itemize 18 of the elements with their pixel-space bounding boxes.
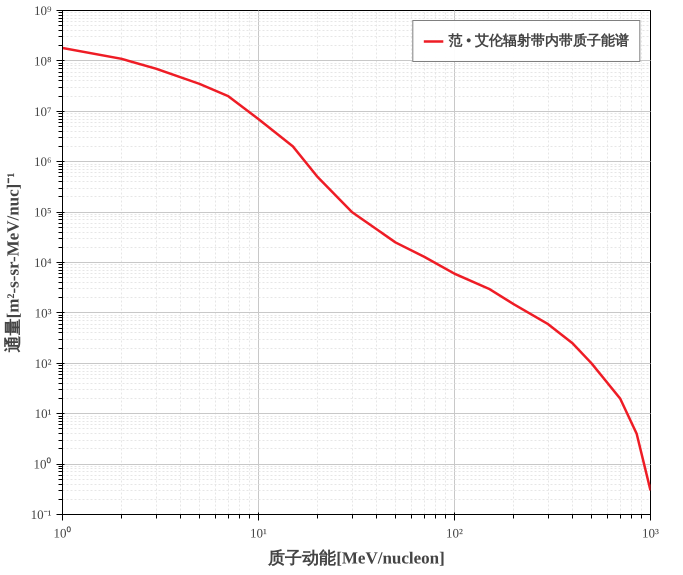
- y-tick-label: 10⁵: [34, 204, 52, 220]
- y-tick-label: 10⁸: [34, 53, 52, 68]
- y-tick-label: 10³: [34, 305, 52, 320]
- y-tick-label: 10⁴: [34, 255, 52, 270]
- y-tick-label: 10⁰: [34, 456, 52, 472]
- legend-label: 范 • 艾伦辐射带内带质子能谱: [448, 32, 629, 50]
- y-tick-label: 10⁻¹: [30, 507, 52, 522]
- y-tick-label: 10²: [34, 356, 52, 371]
- x-axis-title: 质子动能[MeV/nucleon]: [267, 548, 445, 568]
- y-tick-label: 10⁶: [34, 154, 52, 170]
- y-axis-title: 通量[m²-s-sr-MeV/nuc]⁻¹: [4, 172, 23, 354]
- x-tick-label: 10⁰: [54, 526, 72, 540]
- x-tick-label: 10²: [446, 526, 464, 540]
- x-tick-label: 10¹: [250, 526, 268, 540]
- x-tick-label: 10³: [642, 526, 660, 540]
- y-tick-label: 10⁷: [34, 104, 52, 119]
- y-tick-label: 10¹: [34, 406, 52, 422]
- y-tick-label: 10⁹: [34, 3, 52, 18]
